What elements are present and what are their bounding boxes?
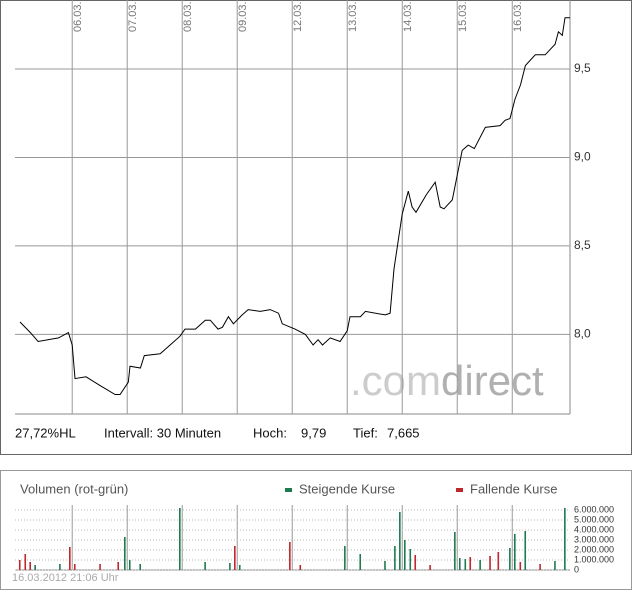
volume-bar [454,532,456,570]
x-tick-label: 15.03. [457,1,469,32]
y-tick-label: 6.000.000 [574,504,614,514]
legend-swatch [456,488,463,492]
volume-bar [409,549,412,570]
volume-bar [509,548,511,570]
volume-bar [289,542,291,570]
y-tick-label: 9,0 [574,150,591,164]
volume-bar [59,564,61,570]
volume-bar [179,508,181,570]
x-tick-label: 09.03. [237,1,249,32]
x-tick-label: 12.03. [292,1,304,32]
x-tick-label: 16.03. [512,1,524,32]
footer: 16.03.2012 21:06 Uhr [12,572,119,584]
volume-bar [299,565,302,570]
y-tick-label: 9,5 [574,61,591,75]
watermark: .comdirect [350,357,544,404]
x-tick-label: 06.03. [72,1,84,32]
volume-bar [497,552,500,570]
volume-bar [399,512,401,570]
stat: 9,79 [301,425,326,440]
volume-bar [469,557,472,570]
volume-bar [513,534,516,570]
volume-bar [18,560,21,570]
watermark-b: direct [441,357,544,404]
stat: 27,72%HL [15,425,76,440]
volume-bar [524,531,527,570]
legend-swatch [285,488,292,492]
volume-bar [128,560,131,570]
legend-label: Fallende Kurse [470,481,557,496]
y-tick-label: 1.000.000 [574,554,614,564]
stat: 7,665 [387,425,420,440]
volume-bar [117,562,120,570]
volume-bar [489,556,491,570]
volume-bar [554,561,556,570]
volume-bar [238,565,241,570]
volume-bar [564,508,566,570]
stat: Hoch: [253,425,287,440]
volume-title: Volumen (rot-grün) [20,481,128,496]
volume-bar [403,540,406,570]
volume-bar [99,564,101,570]
volume-bar [414,555,417,570]
volume-bar [204,562,206,570]
legend-label: Steigende Kurse [299,481,395,496]
volume-bar [359,554,362,570]
price-line [19,17,570,395]
volume-bar [384,561,386,570]
volume-bar [24,554,27,570]
volume-bar [234,546,236,570]
watermark-a: .com [350,357,441,404]
y-tick-label: 2.000.000 [574,544,614,554]
x-tick-label: 13.03. [347,1,359,32]
y-tick-label: 4.000.000 [574,524,614,534]
volume-bar [29,562,32,570]
y-tick-label: 5.000.000 [574,514,614,524]
stat: Intervall: 30 Minuten [104,425,221,440]
volume-bar [34,565,36,570]
y-tick-label: 8,0 [574,327,591,341]
x-tick-label: 08.03. [182,1,194,32]
volume-bar [139,564,142,570]
volume-bar [69,547,71,570]
volume-bar [229,563,231,570]
volume-bar [344,546,346,570]
y-tick-label: 3.000.000 [574,534,614,544]
price-panel [0,0,632,455]
volume-bar [429,565,431,570]
x-tick-label: 14.03. [402,1,414,32]
volume-bar [73,564,76,570]
volume-bar [458,558,461,570]
volume-bar [539,564,541,570]
y-tick-label: 0 [574,564,579,574]
y-tick-label: 8,5 [574,238,591,252]
volume-bar [519,562,522,570]
stat: Tief: [353,425,378,440]
volume-bar [479,560,481,570]
x-tick-label: 07.03. [127,1,139,32]
volume-bar [464,559,467,570]
volume-bar [124,537,126,570]
volume-bar [394,546,396,570]
